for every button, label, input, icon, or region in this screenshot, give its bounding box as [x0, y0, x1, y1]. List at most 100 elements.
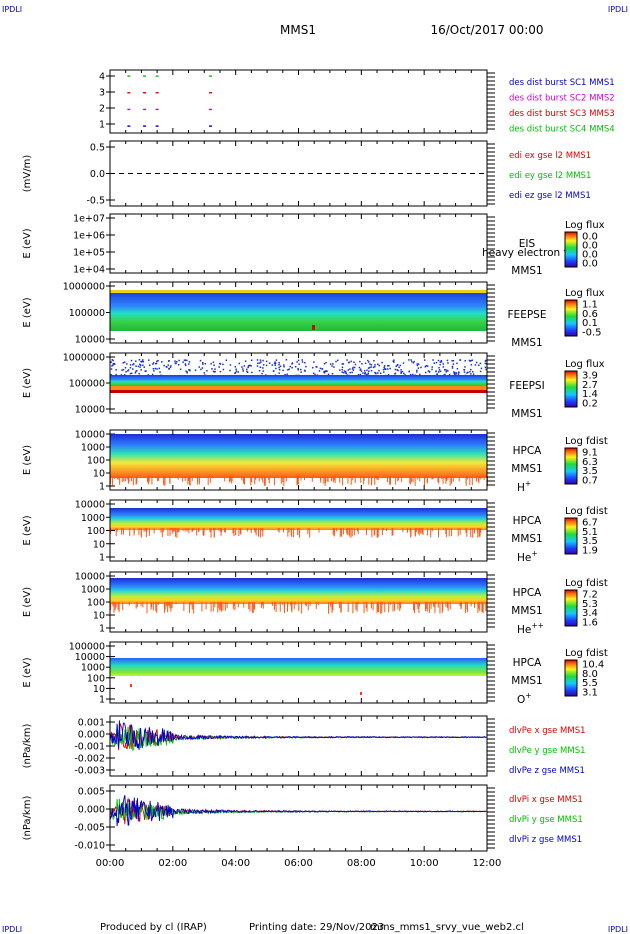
- spectrogram-speckle: [135, 365, 137, 367]
- spectrogram-speckle: [425, 365, 428, 367]
- spectrogram-speckle: [430, 528, 432, 538]
- species-charge: +: [525, 691, 531, 700]
- spectrogram-speckle: [145, 528, 147, 538]
- spectrogram-speckle: [133, 363, 135, 365]
- spectrogram-speckle: [485, 359, 487, 362]
- spectrogram-speckle: [166, 366, 168, 368]
- spectrogram-speckle: [240, 528, 242, 535]
- burst-ytick-label: 2: [99, 104, 105, 115]
- spectrogram-speckle: [268, 476, 270, 481]
- spectrogram-speckle: [408, 359, 410, 361]
- spectrogram-speckle: [110, 476, 112, 483]
- spectrogram-speckle: [312, 372, 315, 375]
- hpca_o-ytick-label: 100000: [69, 642, 105, 653]
- xtick-label: 10:00: [410, 858, 439, 869]
- spectrogram-speckle: [438, 369, 441, 371]
- spectrogram-speckle: [138, 528, 140, 531]
- spectrogram-speckle: [163, 364, 165, 367]
- spectrogram-speckle: [211, 476, 213, 479]
- hpca_hepp-ytick-label: 1000: [81, 585, 105, 596]
- spectrogram-speckle: [439, 602, 441, 614]
- hpca_he-colorbar-tick: 6.7: [582, 518, 598, 529]
- spectrogram-speckle: [154, 367, 157, 370]
- spectrogram-speckle: [345, 372, 347, 375]
- spectrogram-speckle: [122, 528, 124, 531]
- spectrogram-speckle: [115, 528, 117, 537]
- spectrogram-speckle: [387, 373, 390, 376]
- spectrogram-speckle: [229, 369, 231, 372]
- spectrogram-speckle: [419, 528, 421, 534]
- spectrogram-speckle: [370, 602, 372, 609]
- spectrogram-speckle: [368, 361, 370, 363]
- spectrogram-speckle: [339, 369, 341, 371]
- spectrogram-speckle: [442, 366, 445, 368]
- spectrogram-speckle: [328, 602, 330, 614]
- spectrogram-speckle: [257, 362, 259, 365]
- spectrogram-speckle: [169, 476, 171, 483]
- dlvpe-ytick-label: -0.001: [74, 742, 105, 753]
- feepse-colorbar: [564, 299, 578, 337]
- spectrogram-speckle: [291, 602, 293, 605]
- spectrogram-speckle: [275, 602, 277, 613]
- spectrogram-speckle: [192, 528, 194, 532]
- spectrogram-speckle: [378, 364, 380, 367]
- spectrogram-speckle: [112, 364, 114, 366]
- spectrogram-speckle: [151, 602, 153, 606]
- spectrogram-speckle: [274, 361, 276, 363]
- spectrogram-speckle: [400, 371, 402, 373]
- spectrogram-speckle: [346, 528, 348, 534]
- spectrogram-speckle: [353, 528, 355, 536]
- hpca_hepp-colorbar-tick: 7.2: [582, 590, 598, 601]
- legend-entry: des dist burst SC1 MMS1: [509, 78, 615, 88]
- instrument-label: MMS1: [511, 408, 542, 420]
- spectrogram-speckle: [428, 602, 430, 613]
- spectrogram-speckle: [127, 369, 130, 371]
- spectrogram-speckle: [339, 602, 341, 609]
- spectrogram-speckle: [355, 602, 357, 610]
- spectrogram-speckle: [451, 367, 454, 369]
- instrument-label: FEEPSE: [508, 309, 547, 321]
- spectrogram-speckle: [417, 602, 419, 610]
- spectrogram-speckle: [297, 476, 299, 486]
- spectrogram-speckle: [416, 371, 418, 373]
- spectrogram-speckle: [435, 602, 437, 605]
- spectrogram-speckle: [303, 476, 305, 481]
- spectrogram-speckle: [377, 372, 379, 374]
- spectrogram-speckle: [191, 602, 193, 607]
- spectrogram-speckle: [275, 359, 278, 361]
- spectrogram-speckle: [332, 602, 334, 611]
- hpca_o-colorbar-tick: 5.5: [582, 678, 598, 689]
- spectrogram-speckle: [129, 364, 132, 366]
- spectrogram-speckle: [274, 602, 276, 607]
- spectrogram-speckle: [366, 369, 368, 371]
- spectrogram-speckle: [185, 370, 187, 373]
- spectrogram-speckle: [178, 528, 180, 532]
- spectrogram-speckle: [365, 373, 368, 376]
- spectrogram-speckle: [340, 528, 342, 533]
- spectrogram-speckle: [312, 366, 314, 369]
- spectrogram-speckle: [161, 528, 163, 538]
- spectrogram-speckle: [331, 602, 333, 613]
- eis-colorbar-tick: 0.0: [582, 232, 598, 243]
- spectrogram-speckle: [397, 476, 399, 482]
- spectrogram-speckle: [394, 368, 397, 371]
- spectrogram-speckle: [126, 363, 128, 365]
- panel-hpca_hepp: 10000 1000 100 10 1 E (eV) HPCA MMS1 He++ Log fdi…: [22, 571, 608, 636]
- spectrogram-speckle: [231, 476, 233, 481]
- spectrogram-speckle: [280, 476, 282, 484]
- spectrogram-speckle: [381, 602, 383, 614]
- spectrogram-fill: [110, 508, 487, 530]
- spectrogram-fill: [110, 434, 487, 478]
- spectrogram-speckle: [186, 359, 188, 362]
- spectrogram-speckle: [363, 476, 365, 481]
- spectrogram-speckle: [410, 359, 412, 361]
- spectrogram-speckle: [434, 602, 436, 614]
- spectrogram-speckle: [416, 476, 418, 480]
- hpca_h-ylabel: E (eV): [22, 445, 33, 475]
- spectrogram-speckle: [421, 528, 423, 533]
- spectrogram-speckle: [309, 528, 311, 538]
- spectrogram-speckle: [478, 528, 480, 537]
- spectrogram-speckle: [291, 528, 293, 537]
